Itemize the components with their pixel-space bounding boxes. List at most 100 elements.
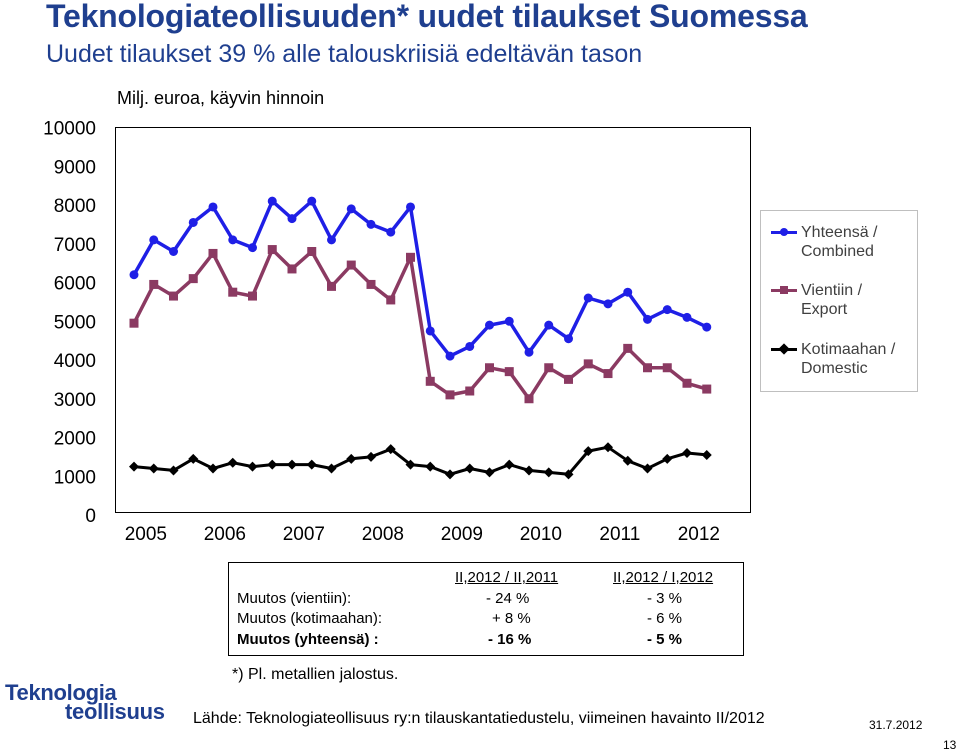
data-point [465, 386, 475, 396]
data-point [208, 202, 218, 212]
y-tick-label: 8000 [54, 196, 96, 217]
x-tick-label: 2011 [599, 524, 640, 545]
data-point [583, 446, 594, 457]
data-point [248, 243, 257, 253]
data-point [662, 305, 672, 315]
table-row-export-yoy: - 24 % [486, 590, 530, 607]
y-tick-label: 1000 [54, 467, 96, 488]
data-point [366, 219, 376, 229]
data-point [149, 235, 159, 245]
y-tick-label: 9000 [54, 157, 96, 178]
data-point [425, 326, 435, 336]
data-point [484, 467, 495, 478]
data-point [406, 202, 415, 212]
data-point [168, 465, 179, 476]
data-point [267, 245, 277, 255]
data-point [504, 459, 515, 470]
data-point [682, 448, 692, 458]
x-tick-label: 2008 [362, 524, 404, 545]
data-point [228, 287, 238, 297]
data-point [682, 312, 692, 322]
data-point [327, 281, 336, 291]
data-point [248, 291, 257, 301]
data-point [188, 217, 198, 227]
data-point [563, 469, 574, 480]
y-tick-label: 5000 [54, 312, 96, 333]
data-point [307, 196, 317, 206]
data-point [287, 459, 297, 470]
data-point [564, 374, 573, 384]
data-point [445, 351, 455, 361]
data-point [366, 279, 376, 289]
data-point [346, 204, 356, 214]
y-tick-label: 0 [85, 506, 96, 527]
data-point [227, 457, 238, 468]
data-point [702, 322, 712, 332]
data-point [504, 367, 514, 377]
x-tick-label: 2006 [204, 524, 246, 545]
data-point [564, 334, 573, 344]
data-point [524, 347, 534, 357]
date-label: 31.7.2012 [869, 718, 923, 732]
legend-marker-export [780, 286, 788, 294]
data-point [425, 376, 435, 386]
data-point [129, 318, 139, 328]
legend-marker-combined [780, 228, 788, 236]
data-point [386, 295, 396, 305]
y-axis-ticks: 0 1000 2000 3000 4000 5000 6000 7000 8000 9000 100… [43, 119, 96, 528]
data-point [701, 449, 712, 460]
data-point [169, 291, 178, 301]
data-point [267, 196, 277, 206]
y-tick-label: 3000 [54, 390, 96, 411]
page-subtitle: Uudet tilaukset 39 % alle talouskriisiä … [46, 40, 643, 68]
data-point [544, 363, 554, 373]
logo-text-2: teollisuus [65, 699, 165, 724]
data-point [702, 384, 712, 394]
series-line-2 [133, 445, 707, 476]
y-tick-label: 4000 [54, 351, 96, 372]
data-point [267, 459, 278, 470]
legend-marker-domestic [778, 343, 790, 355]
data-point [247, 461, 258, 472]
data-point [208, 248, 218, 258]
data-point [306, 459, 317, 470]
table-row-domestic-qoq: - 6 % [647, 610, 683, 627]
data-point [524, 465, 534, 476]
line-chart: 0 1000 2000 3000 4000 5000 6000 7000 8000 9000 100… [43, 119, 751, 545]
chart-legend: Yhteensä / Combined Vientiin / Export Ko… [760, 210, 918, 392]
data-point [327, 235, 336, 245]
table-header-yoy: II,2012 / II,2011 [455, 569, 559, 586]
page-title: Teknologiateollisuuden* uudet tilaukset … [46, 0, 808, 34]
y-tick-label: 6000 [54, 274, 96, 295]
plot-area [115, 127, 751, 513]
x-tick-label: 2009 [441, 524, 483, 545]
y-tick-label: 7000 [54, 235, 96, 256]
legend-label-domestic-1: Kotimaahan / [801, 341, 896, 358]
data-point [188, 274, 198, 284]
data-point [603, 369, 613, 379]
data-point [129, 461, 139, 472]
data-point [465, 341, 475, 351]
data-point [406, 252, 415, 262]
data-point [642, 463, 653, 474]
company-logo: Teknologia teollisuus [5, 680, 165, 724]
data-point [603, 299, 613, 309]
table-row-domestic-yoy: + 8 % [492, 610, 531, 627]
data-point [662, 363, 672, 373]
x-tick-label: 2007 [283, 524, 325, 545]
data-point [623, 287, 633, 297]
data-point [307, 247, 317, 256]
data-point [583, 359, 593, 369]
y-tick-label: 2000 [54, 429, 96, 450]
data-point [149, 279, 159, 289]
x-tick-label: 2005 [125, 524, 167, 545]
data-point [464, 463, 475, 474]
page-number: 13 [943, 738, 957, 752]
legend-label-export-1: Vientiin / [801, 282, 863, 299]
series-line-0 [132, 199, 708, 358]
table-header-qoq: II,2012 / I,2012 [613, 569, 714, 586]
data-point [346, 453, 357, 464]
x-tick-label: 2012 [678, 524, 720, 545]
data-point [169, 247, 178, 256]
data-point [643, 363, 652, 373]
